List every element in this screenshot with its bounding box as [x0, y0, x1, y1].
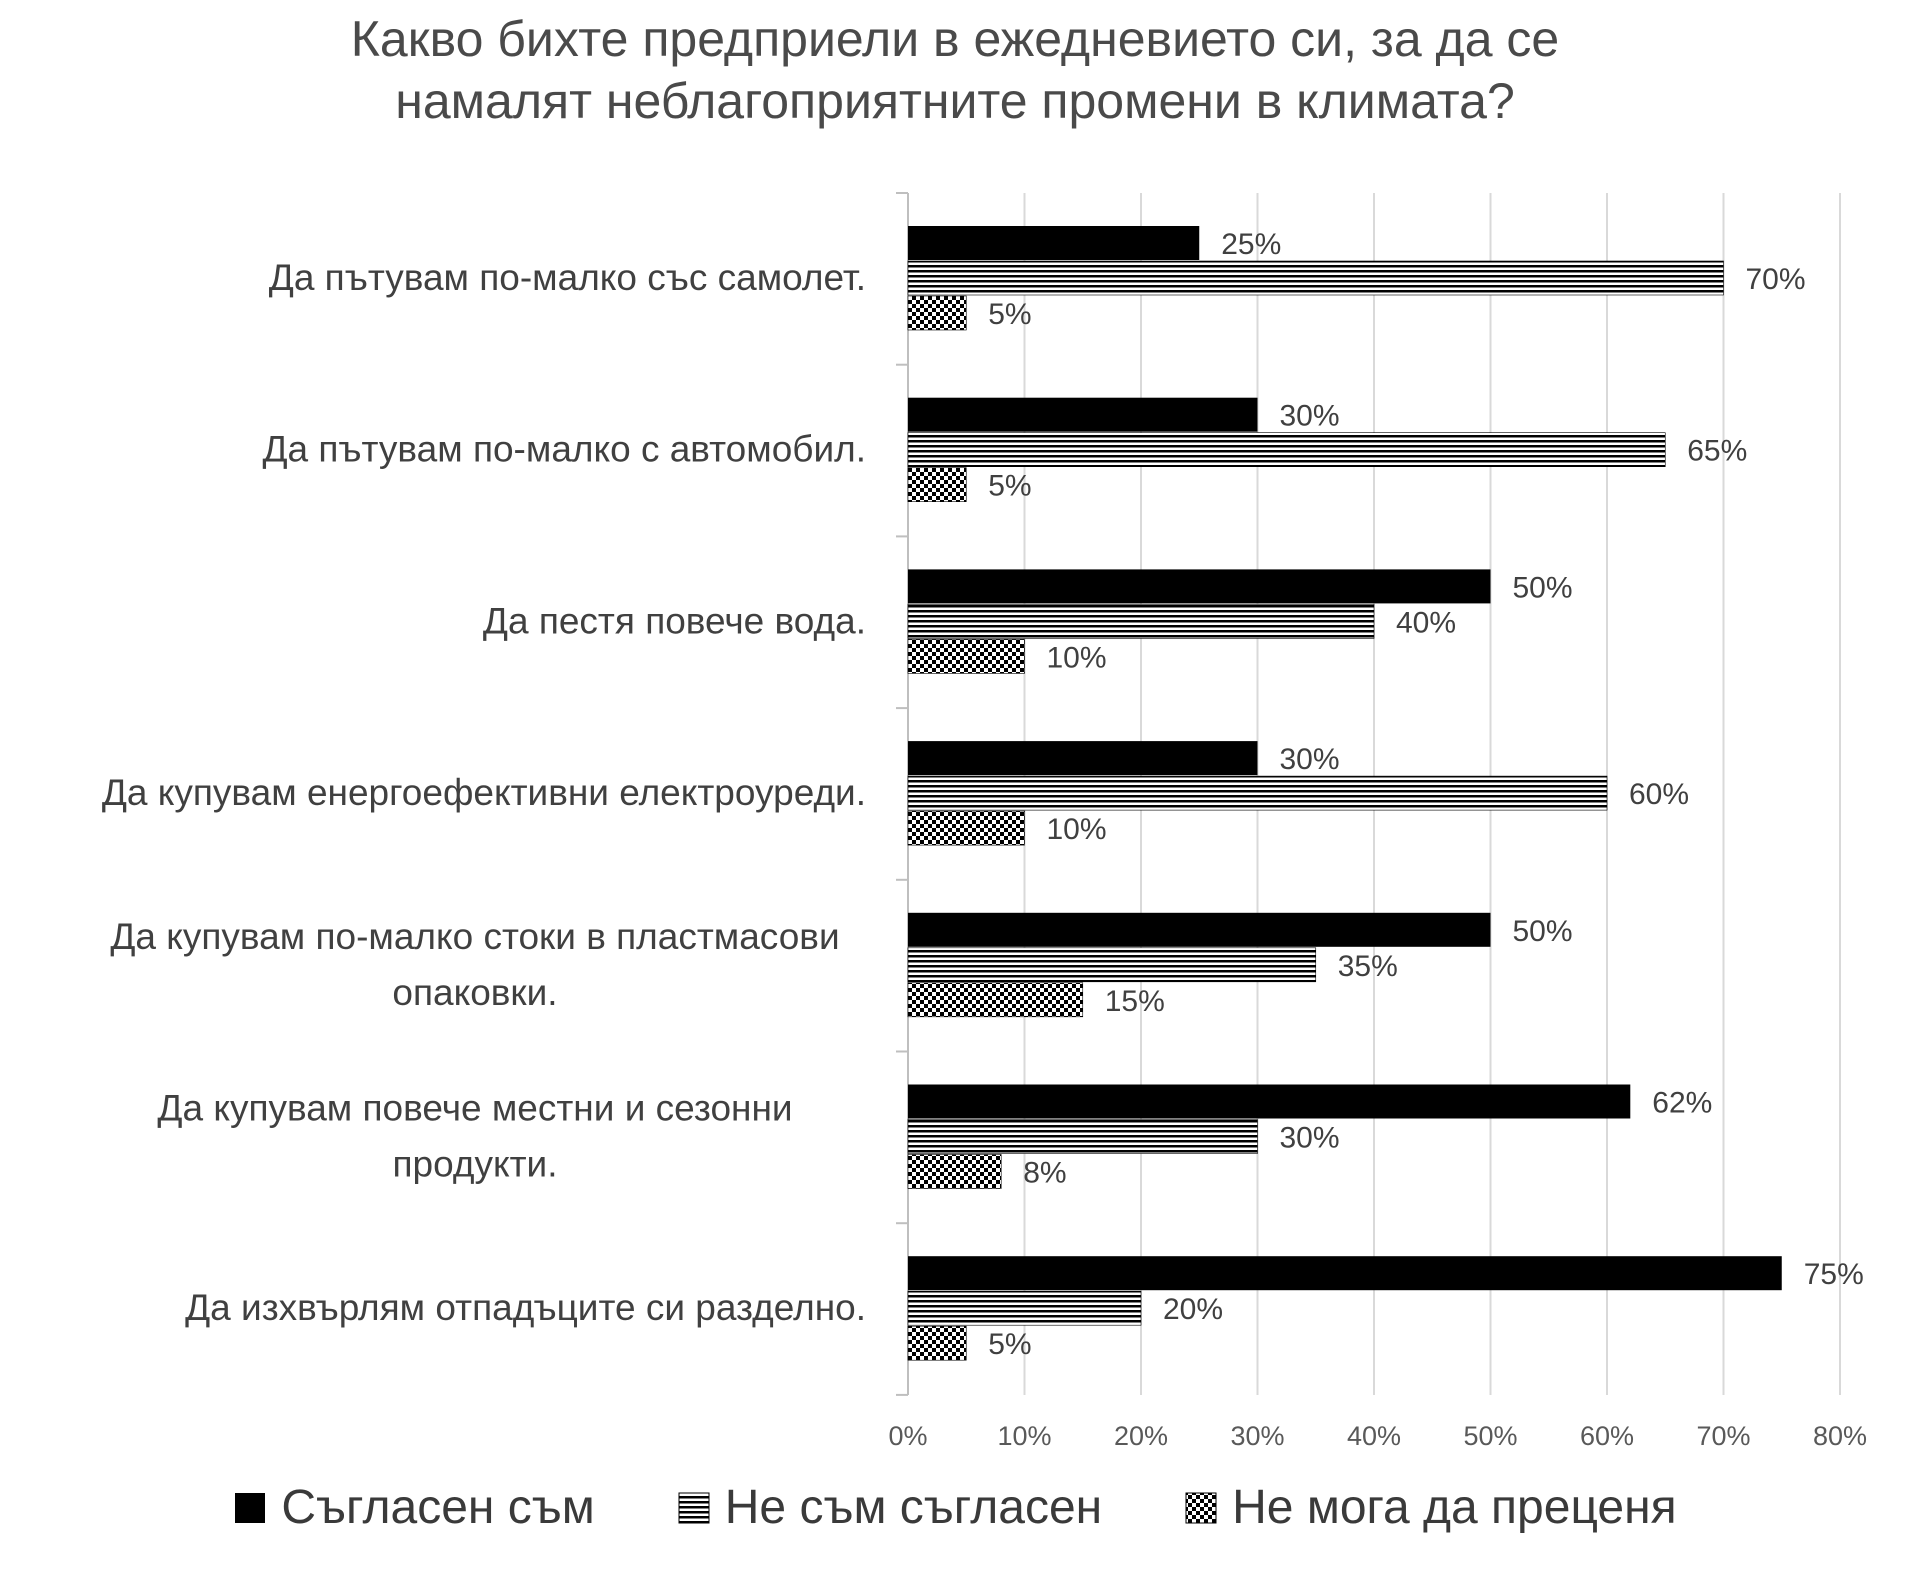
data-label: 8% — [1023, 1157, 1066, 1190]
bar-chart: 0% 10% 20% 30% 40% 50% 60% 70% 80% Да пътувам по-… — [102, 192, 1867, 1451]
x-tick-label: 0% — [888, 1421, 927, 1451]
data-label: 30% — [1280, 1122, 1340, 1155]
category-label: Да купувам енергоефективни електроуреди. — [102, 772, 866, 813]
data-label: 65% — [1687, 435, 1747, 468]
bar — [908, 397, 1258, 432]
x-tick-label: 80% — [1813, 1421, 1867, 1451]
bar — [907, 467, 967, 503]
bar — [907, 775, 1608, 811]
category-label: Да купувам по-малко стоки в пластмасови — [110, 916, 839, 957]
data-label: 30% — [1280, 743, 1340, 776]
x-tick-label: 70% — [1696, 1421, 1750, 1451]
x-tick-label: 40% — [1347, 1421, 1401, 1451]
data-label: 20% — [1163, 1293, 1223, 1326]
category-label: опаковки. — [392, 972, 557, 1013]
bar — [907, 639, 1025, 674]
data-label: 70% — [1746, 263, 1806, 296]
bar — [907, 810, 1025, 846]
legend-label-agree: Съгласен съм — [281, 1481, 595, 1534]
legend-item-undecided: Не мога да преценя — [1184, 1480, 1677, 1535]
data-label: 50% — [1513, 571, 1573, 604]
data-label: 62% — [1652, 1087, 1712, 1120]
bar — [908, 226, 1200, 260]
legend-swatch-checker — [1185, 1492, 1217, 1523]
bar — [908, 741, 1258, 776]
data-label: 25% — [1221, 228, 1281, 261]
bar — [907, 1154, 1002, 1189]
category-label: продукти. — [393, 1144, 558, 1185]
legend-item-agree: Съгласен съм — [233, 1480, 595, 1535]
x-tick-label: 60% — [1580, 1421, 1634, 1451]
legend-swatch-solid — [235, 1492, 266, 1523]
data-label: 50% — [1513, 915, 1573, 948]
x-tick-label: 50% — [1463, 1421, 1517, 1451]
category-label: Да пътувам по-малко със самолет. — [269, 257, 866, 298]
data-label: 10% — [1047, 641, 1107, 674]
category-label: Да купувам повече местни и сезонни — [157, 1088, 792, 1129]
bars — [907, 226, 1782, 1361]
bar — [907, 260, 1724, 296]
category-label: Да пестя повече вода. — [483, 600, 866, 641]
bar — [908, 912, 1491, 947]
category-label: Да изхвърлям отпадъците си разделно. — [185, 1287, 866, 1328]
bar — [907, 432, 1666, 468]
bar — [908, 1256, 1782, 1291]
data-label: 5% — [988, 470, 1031, 503]
data-label: 5% — [988, 1328, 1031, 1361]
data-label: 60% — [1629, 778, 1689, 811]
data-label: 30% — [1280, 400, 1340, 433]
bar — [907, 604, 1375, 639]
labels: 0% 10% 20% 30% 40% 50% 60% 70% 80% Да пътувам по-… — [102, 228, 1867, 1451]
x-tick-label: 30% — [1230, 1421, 1284, 1451]
legend: Съгласен съм Не съм съгласен Не мога да … — [0, 1480, 1910, 1535]
bar — [908, 569, 1491, 604]
bar — [907, 947, 1317, 983]
data-label: 5% — [988, 298, 1031, 331]
bar — [907, 982, 1084, 1018]
x-tick-label: 10% — [997, 1421, 1051, 1451]
data-label: 15% — [1105, 985, 1165, 1018]
legend-item-disagree: Не съм съгласен — [677, 1480, 1102, 1535]
bar — [908, 1084, 1631, 1119]
category-label: Да пътувам по-малко с автомобил. — [262, 429, 866, 470]
bar — [907, 1325, 967, 1361]
data-label: 35% — [1338, 950, 1398, 983]
legend-label-disagree: Не съм съгласен — [724, 1481, 1103, 1534]
data-label: 10% — [1047, 813, 1107, 846]
legend-swatch-lines — [678, 1492, 710, 1523]
bar — [907, 295, 967, 331]
legend-label-undecided: Не мога да преценя — [1232, 1481, 1677, 1534]
bar — [907, 1119, 1258, 1154]
bar — [907, 1290, 1142, 1326]
data-label: 75% — [1804, 1258, 1864, 1291]
data-label: 40% — [1396, 606, 1456, 639]
x-tick-label: 20% — [1114, 1421, 1168, 1451]
chart-title: Какво бихте предприели в ежедневието си,… — [350, 11, 1560, 129]
